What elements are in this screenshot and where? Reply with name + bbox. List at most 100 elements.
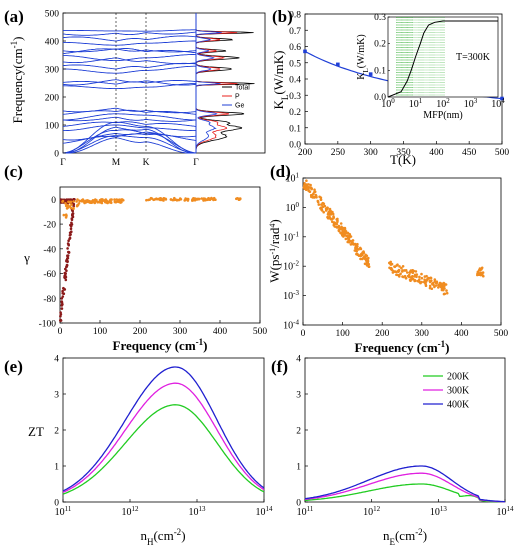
phonon-branch <box>63 126 196 154</box>
scattering-point <box>406 271 409 274</box>
scattering-point <box>411 271 415 275</box>
scattering-point <box>332 221 336 224</box>
legend-label-400k: 400K <box>447 400 470 411</box>
plot-frame-e <box>62 357 265 503</box>
inset-x-tick-label: 102 <box>436 97 450 110</box>
x-tick-label-a: K <box>143 158 150 168</box>
y-tick-label-b: 0.2 <box>289 108 301 118</box>
scattering-point <box>362 255 366 259</box>
acoustic-point <box>64 275 68 279</box>
scattering-point <box>316 199 320 203</box>
optical-point <box>204 198 207 202</box>
inset-y-tick-label: 0.2 <box>374 40 386 50</box>
x-tick-label: 1013 <box>430 505 448 518</box>
scattering-point <box>314 193 318 197</box>
inset-x-tick-label: 100 <box>381 97 395 110</box>
scattering-point <box>400 266 403 270</box>
scattering-point <box>305 187 308 191</box>
phonon-branch <box>63 113 196 121</box>
inset-cumulative-curve <box>387 20 498 98</box>
scattering-point <box>404 269 407 272</box>
legend-label-200k: 200K <box>447 372 470 383</box>
phonon-branch <box>63 121 196 154</box>
x-tick-label-b: 300 <box>364 148 379 158</box>
legend-label-p: P <box>235 94 240 101</box>
y-tick-label: 0 <box>296 499 301 509</box>
y-tick-label-c: -60 <box>43 270 56 280</box>
phonon-dos: Total P Ge <box>195 13 255 153</box>
x-tick-label-b: 350 <box>396 148 411 158</box>
y-tick-label: 4 <box>54 355 59 365</box>
optical-point <box>145 198 148 202</box>
scattering-point <box>340 225 343 229</box>
acoustic-point <box>60 297 64 300</box>
y-tick-label-a: 400 <box>45 38 60 48</box>
optical-point <box>105 201 108 204</box>
scattering-point <box>395 264 398 267</box>
phonon-bands <box>62 29 197 154</box>
x-axis-label-d: Frequency (cm-1) <box>355 339 450 355</box>
x-tick-label-a: Γ <box>193 158 199 168</box>
x-tick-label-c: 200 <box>133 327 148 337</box>
optical-point <box>103 199 107 202</box>
x-axis-label-e: nH(cm-2) <box>140 527 185 547</box>
plot-frame-a <box>62 12 266 154</box>
y-axis-label-d: W(ps-1/rad4) <box>267 219 282 282</box>
phonon-branch <box>62 35 197 42</box>
acoustic-point <box>68 237 71 240</box>
optical-point <box>93 199 96 202</box>
scattering-point <box>323 204 327 208</box>
scattering-point <box>389 267 393 271</box>
y-tick-label-b: 0.0 <box>289 141 301 151</box>
acoustic-point <box>69 224 73 228</box>
scattering-point <box>426 277 429 281</box>
scattering-point <box>476 272 480 276</box>
y-axis-label-c: γ <box>23 250 30 265</box>
inset-x-tick-label: 104 <box>491 97 505 110</box>
panel-label-e: (e) <box>4 357 23 376</box>
y-tick-label-c: 0 <box>51 196 56 206</box>
scattering-point <box>317 203 321 206</box>
y-tick-label: 4 <box>296 355 301 365</box>
acoustic-point <box>60 301 64 304</box>
panel-label-a: (a) <box>4 7 24 26</box>
scattering-point <box>393 265 396 268</box>
phonon-branch <box>63 65 196 74</box>
scattering-point <box>437 283 440 287</box>
scattering-point <box>482 274 485 278</box>
scattering-point <box>313 188 316 191</box>
phonon-branch <box>62 116 197 122</box>
scattering-point <box>365 263 369 267</box>
acoustic-point <box>66 198 69 201</box>
optical-point <box>83 199 87 203</box>
y-tick-label-a: 300 <box>45 66 60 76</box>
scattering-point <box>318 195 321 199</box>
y-tick-label-a: 0 <box>54 150 59 160</box>
scattering-point <box>335 222 339 226</box>
y-tick-label-a: 500 <box>45 10 60 20</box>
scattering-point <box>336 220 339 224</box>
kl-point <box>500 96 504 101</box>
inset-y-tick-label: 0.3 <box>374 13 386 23</box>
optical-point <box>72 200 75 203</box>
optical-point <box>75 200 78 203</box>
scattering-point <box>336 217 339 221</box>
scattering-point <box>430 287 434 291</box>
scattering-point <box>389 263 393 266</box>
y-tick-label-d: 10-1 <box>283 230 299 243</box>
scattering-point <box>339 222 343 225</box>
scattering-point <box>433 278 437 281</box>
legend-label-300k: 300K <box>447 386 470 397</box>
x-tick-label-d: 400 <box>454 329 469 339</box>
phonon-branch <box>62 80 197 85</box>
scattering-point <box>347 239 350 243</box>
inset-y-axis-label: KL(W/mK) <box>356 34 370 79</box>
optical-point <box>78 199 81 203</box>
optical-point <box>238 198 241 201</box>
optical-point <box>160 198 164 202</box>
scattering-point <box>305 179 308 182</box>
phonon-branch <box>62 107 197 114</box>
phonon-branch <box>62 79 197 86</box>
y-tick-label: 1 <box>54 463 59 473</box>
